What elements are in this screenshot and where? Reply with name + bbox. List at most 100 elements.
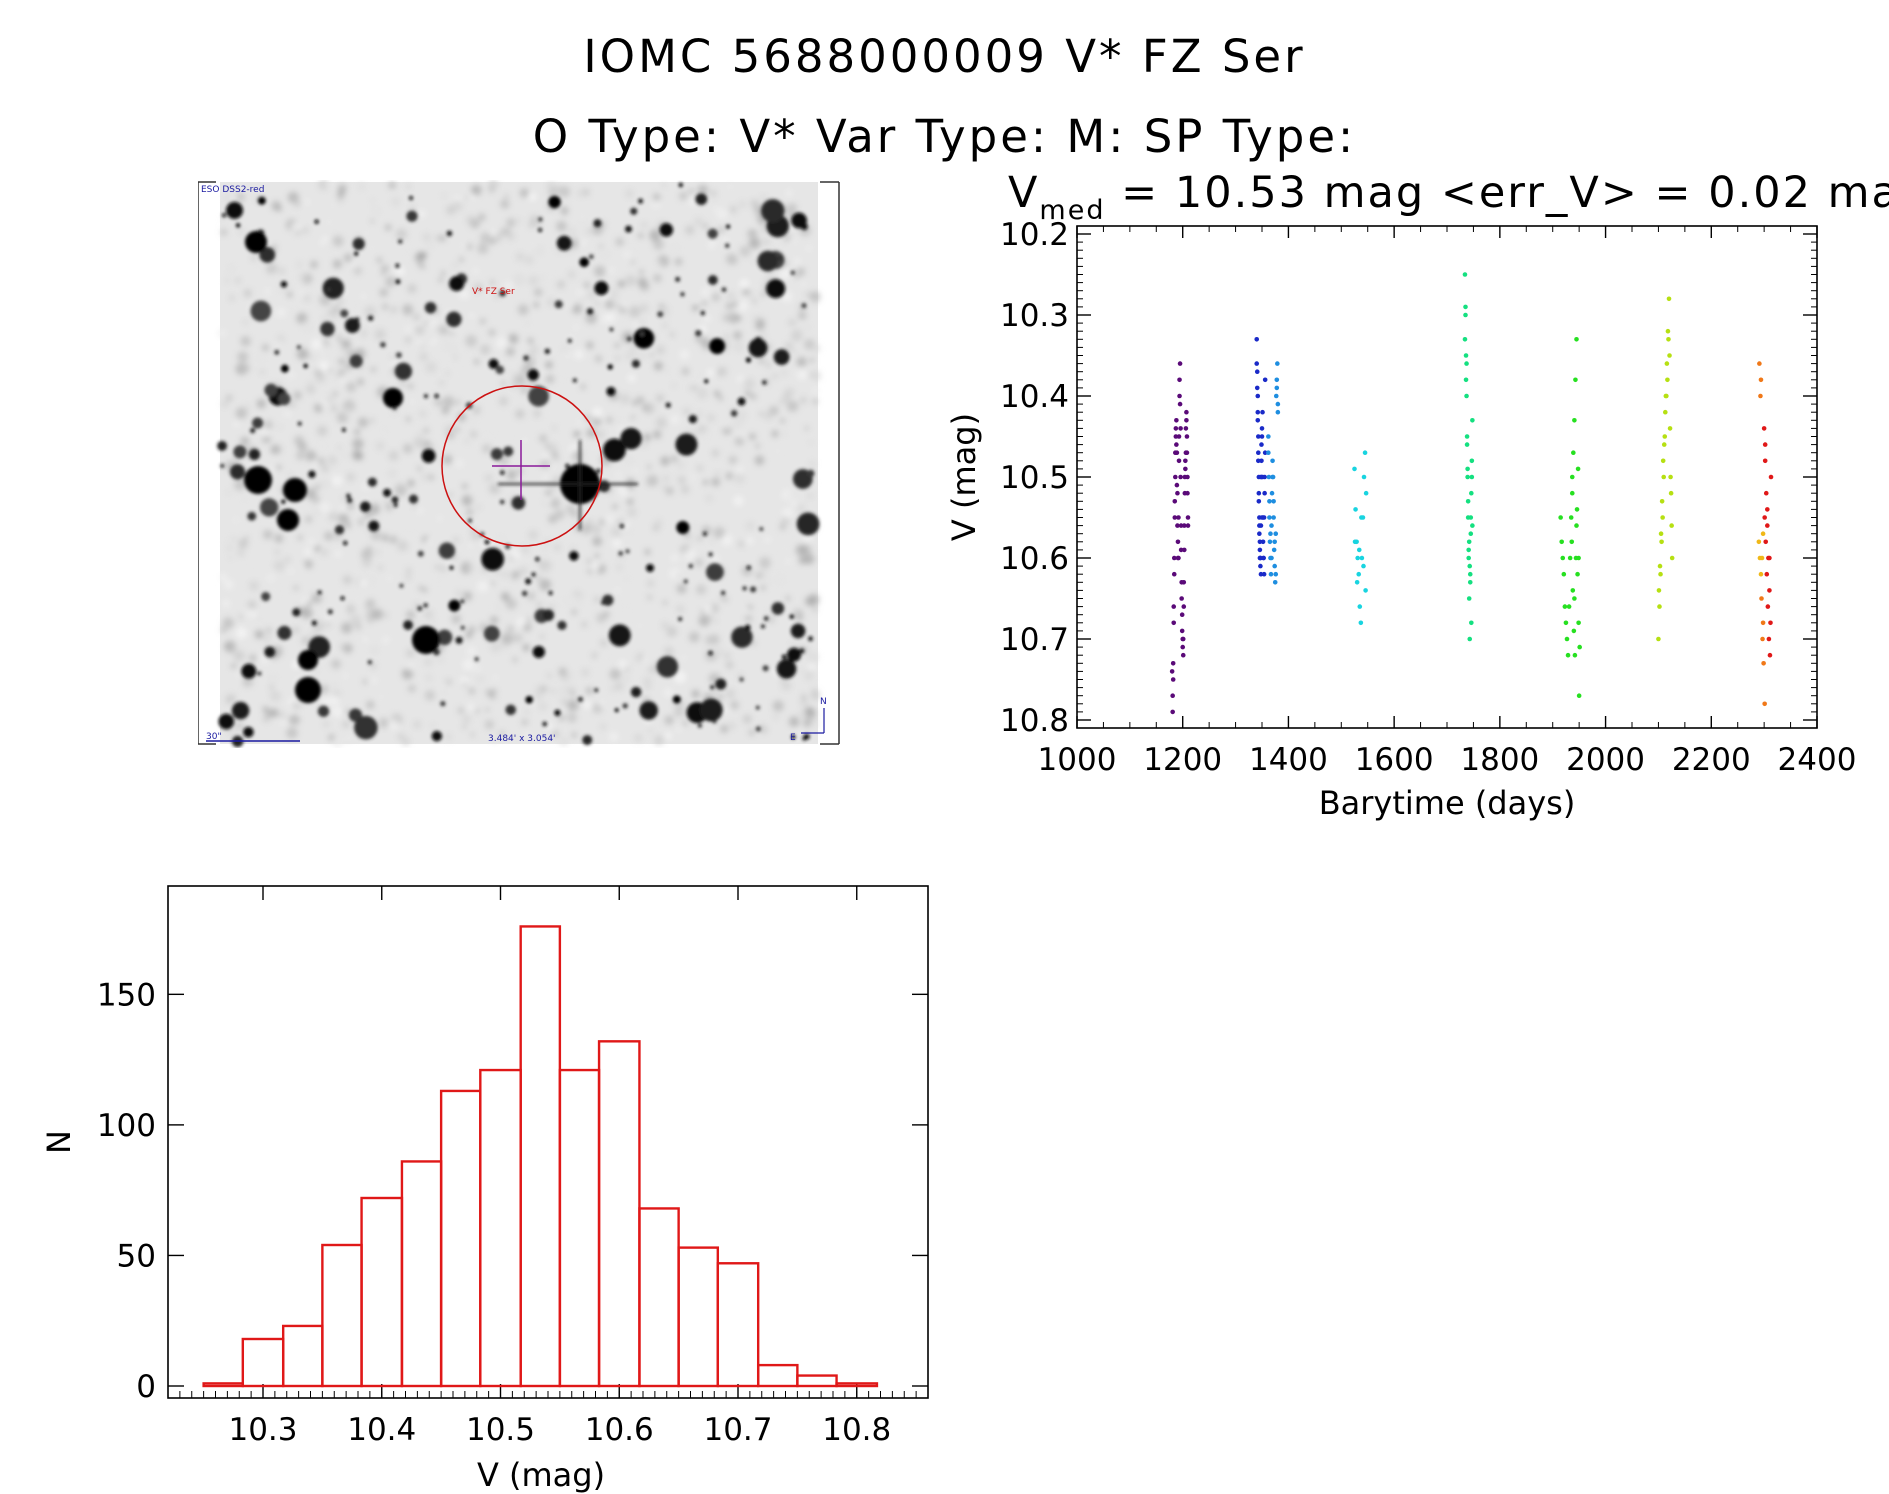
sky-noise-blob [528, 529, 539, 540]
sky-noise-blob [304, 199, 310, 205]
light-curve-point [1259, 442, 1264, 447]
sky-noise-blob [666, 626, 678, 638]
light-curve-point [1463, 353, 1469, 358]
sky-star [631, 359, 640, 368]
light-curve-point [1759, 596, 1764, 601]
sky-star [556, 235, 572, 251]
light-curve-point [1661, 474, 1667, 480]
sky-noise-blob [450, 331, 455, 336]
sky-noise-blob [781, 291, 793, 303]
sky-star [222, 213, 227, 218]
light-curve-point [1660, 515, 1665, 520]
sky-noise-blob [337, 183, 347, 194]
sky-star [431, 730, 442, 742]
sky-noise-blob [324, 531, 334, 541]
sky-noise-blob [220, 229, 228, 236]
sky-noise-blob [612, 504, 618, 510]
sky-star [391, 496, 399, 504]
light-curve-point [1466, 555, 1471, 561]
sky-noise-blob [742, 288, 750, 296]
sky-star [235, 223, 241, 228]
sky-bright-star [245, 231, 267, 253]
sky-noise-blob [348, 508, 355, 516]
sky-noise-blob [455, 459, 464, 468]
sky-noise-blob [628, 485, 633, 490]
sky-noise-blob [333, 695, 343, 705]
light-curve-point [1184, 418, 1189, 423]
sky-noise-blob [549, 687, 557, 695]
sky-star [250, 300, 272, 322]
sky-noise-blob [409, 205, 415, 211]
histogram-x-tick-label: 10.3 [228, 1412, 297, 1448]
sky-star [656, 656, 679, 678]
sky-noise-blob [570, 691, 576, 696]
sky-noise-blob [804, 553, 815, 565]
sky-noise-blob [224, 277, 231, 284]
sky-star [710, 685, 715, 690]
sky-noise-blob [473, 283, 484, 293]
light-curve-point [1275, 361, 1280, 366]
sky-noise-blob [704, 635, 715, 646]
light-curve-point [1272, 563, 1277, 569]
sky-noise-blob [278, 267, 286, 275]
light-curve-point [1260, 409, 1265, 415]
light-curve-point [1177, 401, 1183, 407]
sky-noise-blob [508, 554, 515, 562]
sky-noise-blob [556, 220, 567, 232]
light-curve-point [1661, 442, 1667, 447]
sky-noise-blob [404, 336, 412, 344]
sky-noise-blob [780, 430, 787, 437]
sky-noise-blob [724, 688, 736, 700]
sky-noise-blob [434, 564, 439, 570]
light-curve-y-axis-label: V (mag) [945, 413, 983, 541]
sky-noise-blob [298, 289, 304, 296]
sky-noise-blob [351, 262, 357, 267]
sky-noise-blob [484, 719, 495, 730]
sky-noise-blob [702, 223, 709, 230]
light-curve-point [1173, 474, 1178, 480]
sky-noise-blob [417, 251, 426, 261]
light-curve-point [1183, 466, 1188, 472]
sky-noise-blob [413, 720, 421, 729]
sky-noise-blob [379, 288, 389, 297]
sky-noise-blob [761, 353, 773, 364]
sky-noise-blob [812, 722, 819, 729]
sky-noise-blob [808, 460, 817, 469]
histogram-y-tick-label: 100 [97, 1108, 156, 1144]
sky-noise-blob [293, 584, 299, 591]
light-curve-point [1465, 466, 1470, 472]
light-curve-point [1764, 571, 1770, 577]
sky-noise-blob [772, 700, 784, 712]
sky-noise-blob [712, 618, 718, 623]
sky-noise-blob [278, 711, 286, 719]
sky-star [423, 394, 428, 399]
sky-noise-blob [237, 184, 244, 191]
sky-star [742, 586, 747, 591]
light-curve-point [1572, 652, 1578, 658]
sky-noise-blob [422, 587, 428, 593]
sky-noise-blob [444, 678, 453, 687]
sky-noise-blob [778, 266, 791, 279]
sky-noise-blob [318, 360, 329, 371]
sky-noise-blob [488, 179, 499, 190]
sky-noise-blob [688, 631, 700, 643]
sky-noise-blob [377, 565, 383, 571]
sky-noise-blob [469, 313, 474, 318]
sky-noise-blob [540, 634, 545, 639]
sky-noise-blob [232, 670, 244, 682]
sky-noise-blob [407, 324, 415, 332]
sky-noise-blob [646, 474, 659, 487]
sky-star [417, 606, 423, 611]
sky-star [620, 427, 642, 450]
light-curve-point [1572, 418, 1577, 423]
sky-noise-blob [405, 248, 413, 256]
sky-noise-blob [541, 498, 550, 507]
sky-noise-blob [512, 656, 518, 663]
sky-noise-blob [810, 690, 821, 701]
sky-noise-blob [241, 496, 247, 501]
light-curve-point [1665, 377, 1670, 383]
sky-star [646, 563, 655, 573]
sky-noise-blob [676, 583, 687, 594]
sky-noise-blob [728, 721, 737, 730]
sky-noise-blob [545, 671, 554, 680]
